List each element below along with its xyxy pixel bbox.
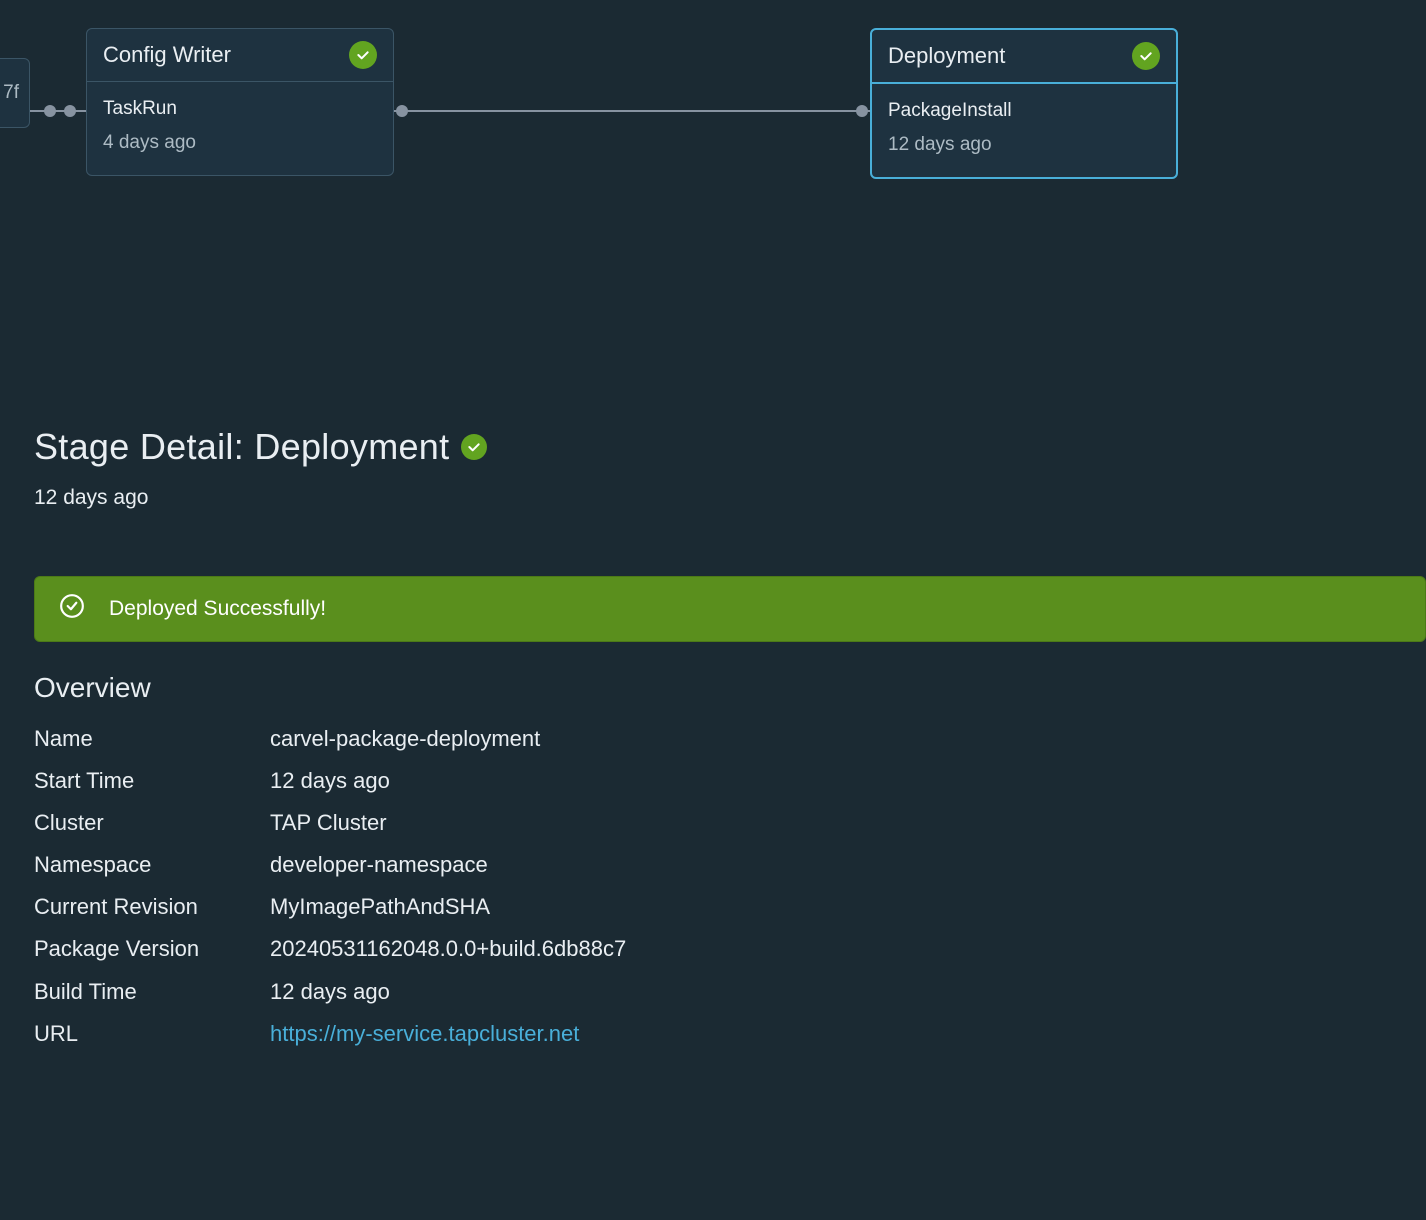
check-circle-icon <box>461 434 487 460</box>
overview-value-package-version: 20240531162048.0.0+build.6db88c7 <box>270 932 1392 966</box>
heading-stage-name: Deployment <box>254 426 449 467</box>
stage-time: 4 days ago <box>103 128 377 158</box>
overview-value-start-time: 12 days ago <box>270 764 1392 798</box>
overview-value-url: https://my-service.tapcluster.net <box>270 1017 1392 1051</box>
status-banner-success: Deployed Successfully! <box>34 576 1426 642</box>
detail-timestamp: 12 days ago <box>34 486 1392 510</box>
service-url-link[interactable]: https://my-service.tapcluster.net <box>270 1021 579 1046</box>
overview-label: Current Revision <box>34 890 270 924</box>
heading-prefix: Stage Detail: <box>34 426 254 467</box>
graph-edge-dot <box>856 105 868 117</box>
overview-table: Name carvel-package-deployment Start Tim… <box>34 722 1392 1051</box>
check-circle-outline-icon <box>59 593 85 625</box>
stage-detail-panel: Stage Detail: Deployment 12 days ago Dep… <box>0 426 1426 1091</box>
overview-label: URL <box>34 1017 270 1051</box>
stage-title: Config Writer <box>103 42 231 68</box>
overview-label: Namespace <box>34 848 270 882</box>
stage-title: Deployment <box>888 43 1005 69</box>
overview-label: Start Time <box>34 764 270 798</box>
overview-value-name: carvel-package-deployment <box>270 722 1392 756</box>
stage-card-body: TaskRun 4 days ago <box>87 82 393 175</box>
overview-heading: Overview <box>34 672 1392 704</box>
partial-card-text: 7f <box>3 82 19 104</box>
check-circle-icon <box>1132 42 1160 70</box>
stage-card-config-writer[interactable]: Config Writer TaskRun 4 days ago <box>86 28 394 176</box>
status-banner-text: Deployed Successfully! <box>109 597 326 621</box>
pipeline-graph: 7f Config Writer TaskRun 4 days ago Depl… <box>0 0 1426 400</box>
graph-edge <box>30 110 86 112</box>
detail-heading-row: Stage Detail: Deployment <box>34 426 1392 468</box>
overview-label: Build Time <box>34 975 270 1009</box>
stage-time: 12 days ago <box>888 130 1160 160</box>
overview-label: Package Version <box>34 932 270 966</box>
stage-card-header: Config Writer <box>87 29 393 82</box>
overview-value-current-revision: MyImagePathAndSHA <box>270 890 1392 924</box>
graph-edge-dot <box>44 105 56 117</box>
stage-card-deployment[interactable]: Deployment PackageInstall 12 days ago <box>870 28 1178 179</box>
overview-label: Name <box>34 722 270 756</box>
stage-type: TaskRun <box>103 94 377 124</box>
stage-card-previous-partial[interactable]: 7f <box>0 58 30 128</box>
overview-value-cluster: TAP Cluster <box>270 806 1392 840</box>
graph-edge-dot <box>64 105 76 117</box>
stage-type: PackageInstall <box>888 96 1160 126</box>
stage-card-body: PackageInstall 12 days ago <box>872 84 1176 177</box>
stage-card-header: Deployment <box>872 30 1176 84</box>
overview-value-build-time: 12 days ago <box>270 975 1392 1009</box>
overview-value-namespace: developer-namespace <box>270 848 1392 882</box>
page-title: Stage Detail: Deployment <box>34 426 449 468</box>
check-circle-icon <box>349 41 377 69</box>
graph-edge <box>394 110 870 112</box>
overview-label: Cluster <box>34 806 270 840</box>
